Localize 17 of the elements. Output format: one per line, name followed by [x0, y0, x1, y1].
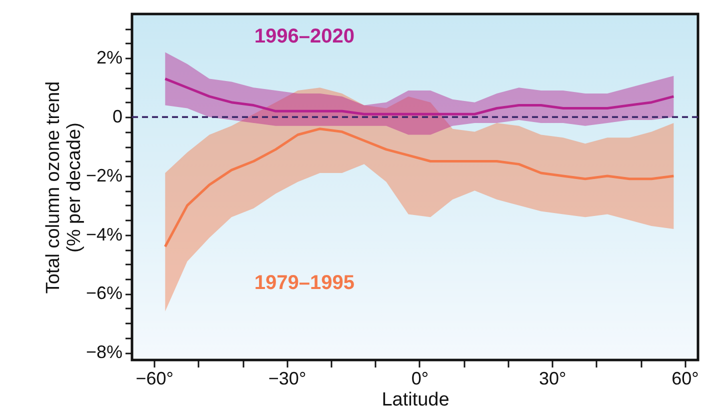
x-tick-label: 30°	[538, 368, 566, 388]
y-axis-title: Total column ozone trend (% per decade)	[42, 81, 85, 294]
x-axis-title: Latitude	[382, 390, 450, 410]
line-series	[164, 128, 675, 248]
y-tick-label: −8%	[86, 342, 122, 362]
text: 1979–1995	[254, 272, 355, 294]
x-tick-label: 60°	[672, 368, 699, 388]
y-tick-label: −2%	[86, 165, 122, 186]
y-tick-label: 2%	[96, 48, 122, 68]
x-tick-label: 0°	[411, 368, 429, 388]
x-tick-label: −30°	[268, 368, 306, 388]
line-series	[164, 78, 675, 116]
y-tick-label: −4%	[86, 224, 122, 244]
x-tick-label: −60°	[136, 368, 174, 388]
y-tick-label: −6%	[86, 283, 122, 304]
y-tick-label: 0	[112, 106, 122, 127]
text: 1996–2020	[254, 25, 355, 48]
